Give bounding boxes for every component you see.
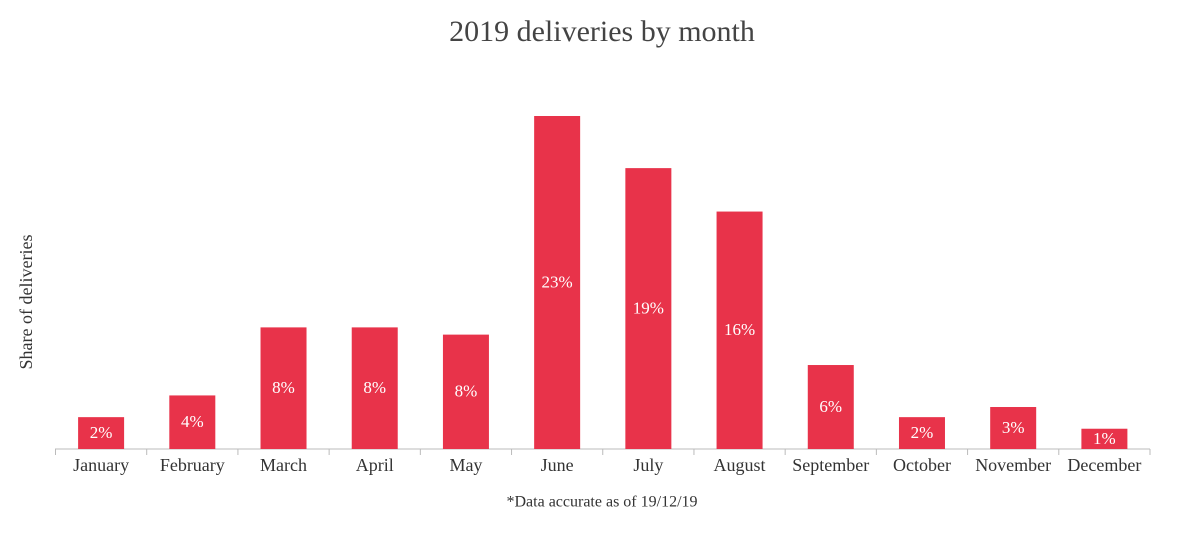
y-axis-label: Share of deliveries (16, 235, 36, 370)
value-label: 3% (1002, 418, 1025, 437)
x-tick-label: August (714, 455, 766, 475)
value-label: 8% (455, 382, 478, 401)
bar (1081, 428, 1128, 449)
bar (351, 327, 398, 449)
x-tick-label: November (975, 455, 1051, 475)
value-label: 2% (911, 423, 934, 442)
value-label: 8% (363, 378, 386, 397)
bar (442, 334, 489, 449)
x-tick-label: July (633, 455, 663, 475)
x-tick-label: February (160, 455, 225, 475)
value-label: 16% (724, 320, 755, 339)
bar (260, 327, 307, 449)
x-tick-label: April (356, 455, 394, 475)
x-tick-label: January (73, 455, 129, 475)
value-label: 1% (1093, 429, 1116, 448)
x-tick-label: March (260, 455, 307, 475)
bar (78, 417, 125, 449)
value-label: 8% (272, 378, 295, 397)
bar (169, 395, 216, 449)
value-label: 2% (90, 423, 113, 442)
x-tick-label: May (449, 455, 482, 475)
bar (990, 407, 1037, 449)
bar (807, 365, 854, 449)
bar (898, 417, 945, 449)
value-label: 6% (819, 397, 842, 416)
x-tick-label: September (792, 455, 869, 475)
x-tick-label: October (893, 455, 951, 475)
value-label: 19% (633, 298, 664, 317)
bar (625, 168, 672, 449)
x-tick-label: June (541, 455, 574, 475)
bar (716, 211, 763, 449)
value-label: 4% (181, 412, 204, 431)
value-label: 23% (542, 272, 573, 291)
footnote: *Data accurate as of 19/12/19 (506, 494, 697, 511)
bar (534, 116, 581, 449)
chart-title: 2019 deliveries by month (449, 15, 755, 48)
x-tick-label: December (1067, 455, 1141, 475)
